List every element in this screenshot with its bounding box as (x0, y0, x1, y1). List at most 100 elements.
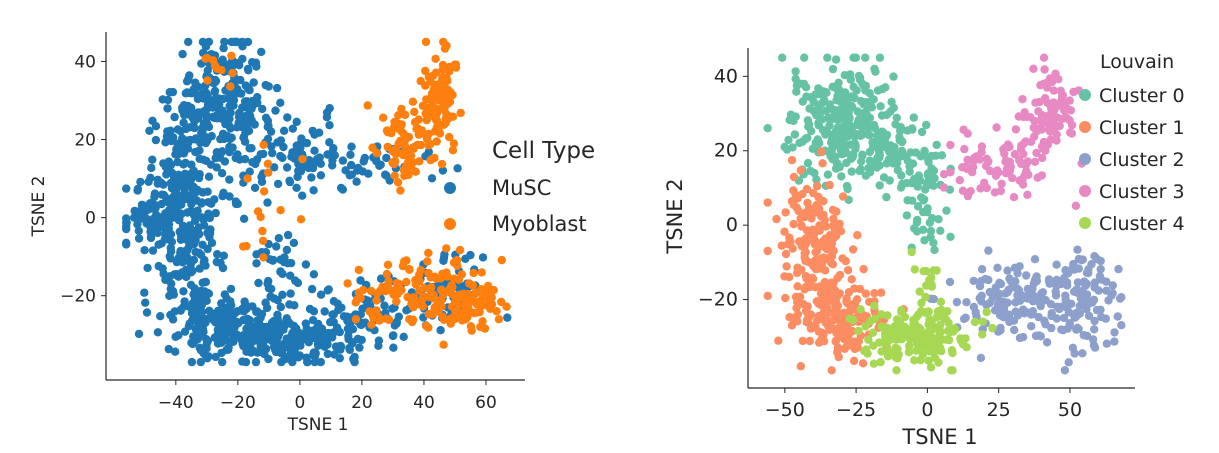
data-point (228, 68, 237, 78)
data-point (810, 240, 819, 249)
data-point (448, 90, 457, 100)
data-point (861, 53, 870, 62)
data-point (871, 142, 880, 151)
data-point (263, 134, 273, 144)
data-point (1038, 295, 1047, 305)
data-point (788, 313, 797, 322)
data-point (163, 95, 173, 105)
data-point (324, 285, 333, 294)
data-point (129, 213, 139, 222)
data-point (804, 313, 814, 322)
data-point (257, 309, 267, 319)
data-point (223, 114, 232, 123)
data-point (258, 226, 267, 236)
data-point (903, 126, 912, 135)
data-point (293, 172, 302, 182)
data-point (314, 325, 323, 334)
data-point (1027, 322, 1036, 331)
data-point (351, 315, 361, 324)
data-point (1054, 101, 1063, 111)
data-point (249, 78, 258, 87)
data-point (283, 113, 292, 122)
data-point (946, 232, 955, 241)
data-point (882, 110, 891, 120)
data-point (871, 67, 880, 76)
data-point (1032, 148, 1041, 158)
data-point (316, 171, 326, 180)
data-point (1078, 255, 1088, 264)
data-point (191, 147, 200, 157)
data-point (882, 338, 892, 347)
data-point (282, 245, 292, 255)
data-point (281, 353, 291, 362)
data-point (225, 175, 234, 184)
data-point (1066, 128, 1075, 137)
data-point (1113, 312, 1122, 321)
data-point (883, 351, 893, 361)
data-point (218, 191, 227, 201)
data-point (865, 147, 875, 157)
data-point (268, 256, 277, 265)
data-point (432, 108, 442, 118)
data-point (1009, 193, 1019, 202)
data-point (227, 37, 236, 47)
data-point (122, 218, 131, 227)
data-point (960, 144, 969, 154)
data-point (873, 135, 882, 144)
data-point (348, 325, 358, 334)
data-point (831, 336, 841, 346)
data-point (292, 183, 301, 192)
data-point (849, 53, 858, 62)
data-point (1034, 107, 1043, 116)
data-point (295, 351, 304, 360)
data-point (853, 231, 862, 240)
data-point (234, 112, 244, 122)
data-point (804, 204, 814, 213)
data-point (825, 180, 834, 190)
data-point (1035, 97, 1044, 107)
data-point (996, 186, 1005, 196)
data-point (796, 362, 805, 371)
data-point (1015, 262, 1024, 271)
data-point (192, 314, 201, 324)
data-point (169, 290, 178, 299)
x-tick-label: 25 (987, 399, 1011, 421)
data-point (1011, 125, 1021, 134)
data-point (148, 155, 157, 164)
data-point (977, 265, 987, 274)
data-point (838, 135, 847, 144)
data-point (984, 275, 993, 285)
data-point (909, 113, 918, 122)
data-point (889, 103, 898, 113)
x-tick-label: −20 (220, 393, 256, 413)
series-cluster-2 (926, 245, 1126, 375)
data-point (310, 146, 319, 155)
data-point (995, 311, 1005, 320)
data-point (272, 242, 281, 251)
data-point (218, 106, 227, 115)
data-point (1079, 331, 1089, 340)
x-ticks: −40 −20 0 20 40 60 (158, 380, 497, 413)
data-point (223, 303, 232, 312)
data-point (259, 187, 269, 196)
data-point (235, 60, 244, 70)
data-point (289, 238, 299, 248)
legend-marker-cluster-3 (1079, 185, 1091, 197)
data-point (1018, 95, 1027, 104)
data-point (930, 174, 939, 183)
y-axis-label-right: TSNE 2 (663, 178, 687, 254)
data-point (143, 205, 152, 214)
data-point (190, 123, 199, 133)
data-point (187, 200, 196, 209)
data-point (443, 85, 452, 94)
data-point (144, 177, 153, 186)
data-point (785, 272, 794, 282)
data-point (353, 163, 363, 173)
data-point (861, 171, 871, 180)
data-point (323, 349, 332, 359)
data-point (787, 155, 797, 165)
data-point (166, 310, 175, 320)
data-point (456, 290, 465, 299)
data-point (278, 269, 287, 279)
data-point (452, 305, 461, 314)
